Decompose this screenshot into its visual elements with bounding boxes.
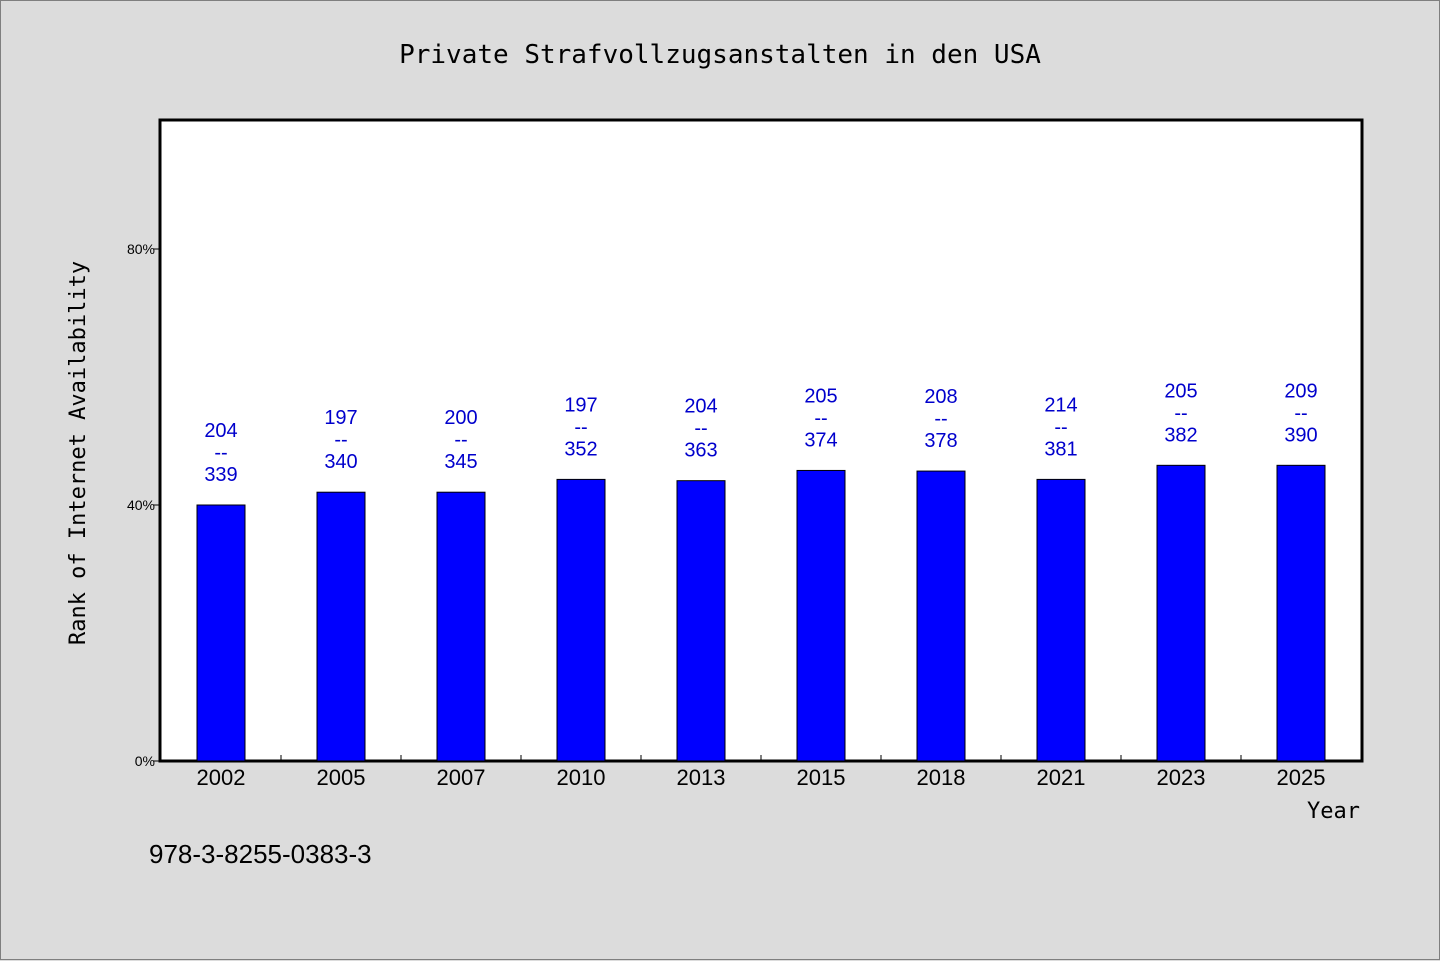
bar-label-bottom: 382 [1164, 424, 1197, 446]
bar-label-bottom: 374 [804, 429, 837, 451]
bar-2010 [556, 478, 606, 762]
x-tick-label: 2007 [437, 765, 486, 790]
x-tick-label: 2010 [557, 765, 606, 790]
bar-label-top: 204 [204, 420, 237, 442]
bar-2002 [196, 504, 246, 762]
bar-2007 [436, 491, 486, 762]
bar-label-bottom: 340 [324, 451, 357, 473]
y-axis-title: Rank of Internet Availability [66, 261, 91, 645]
bar-2013 [676, 480, 726, 762]
bar-label-separator: -- [574, 416, 587, 438]
bar-label-top: 200 [444, 407, 477, 429]
bar-label-separator: -- [334, 429, 347, 451]
x-tick-label: 2018 [917, 765, 966, 790]
bar-label-top: 205 [804, 385, 837, 407]
bar-label-bottom: 352 [564, 438, 597, 460]
bar-label-separator: -- [1294, 402, 1307, 424]
y-axis: 0% 40% 80% [127, 241, 161, 769]
bar-label-bottom: 378 [924, 430, 957, 452]
bar-label-bottom: 345 [444, 451, 477, 473]
bar-2018 [916, 470, 966, 762]
bar-labels-group: 339--204340--197345--200352--197363--204… [204, 380, 1317, 486]
bar-2025 [1276, 464, 1326, 762]
bar-label-bottom: 363 [684, 440, 717, 462]
x-tick-label: 2021 [1037, 765, 1086, 790]
chart-title: Private Strafvollzugsanstalten in den US… [399, 40, 1041, 70]
bar-label-top: 205 [1164, 380, 1197, 402]
bar-label-top: 197 [324, 407, 357, 429]
x-tick-label: 2023 [1157, 765, 1206, 790]
bar-2015 [796, 469, 846, 762]
bar-label-separator: -- [694, 418, 707, 440]
y-tick-label: 80% [127, 241, 155, 257]
bar-label-separator: -- [814, 407, 827, 429]
bar-2021 [1036, 478, 1086, 762]
x-tick-label: 2005 [317, 765, 366, 790]
bar-label-top: 208 [924, 386, 957, 408]
bar-label-bottom: 390 [1284, 424, 1317, 446]
x-axis: 2002 2005 2007 2010 2013 2015 2018 2021 2023 2025 [197, 755, 1326, 790]
x-axis-title: Year [1307, 799, 1360, 824]
bar-label-top: 209 [1284, 380, 1317, 402]
bar-label-top: 204 [684, 396, 717, 418]
x-tick-label: 2025 [1277, 765, 1326, 790]
bar-label-top: 214 [1044, 394, 1077, 416]
bar-label-separator: -- [214, 442, 227, 464]
bar-label-separator: -- [1174, 402, 1187, 424]
x-tick-label: 2002 [197, 765, 246, 790]
bar-2005 [316, 491, 366, 762]
bar-2023 [1156, 464, 1206, 762]
x-tick-label: 2015 [797, 765, 846, 790]
bars-group [196, 464, 1326, 762]
bar-label-separator: -- [1054, 416, 1067, 438]
y-tick-label: 0% [135, 753, 155, 769]
bar-label-separator: -- [454, 429, 467, 451]
y-tick-label: 40% [127, 497, 155, 513]
bar-label-bottom: 381 [1044, 438, 1077, 460]
bar-label-top: 197 [564, 394, 597, 416]
isbn-text: 978-3-8255-0383-3 [149, 839, 372, 869]
bar-label-bottom: 339 [204, 464, 237, 486]
x-tick-label: 2013 [677, 765, 726, 790]
bar-label-separator: -- [934, 408, 947, 430]
